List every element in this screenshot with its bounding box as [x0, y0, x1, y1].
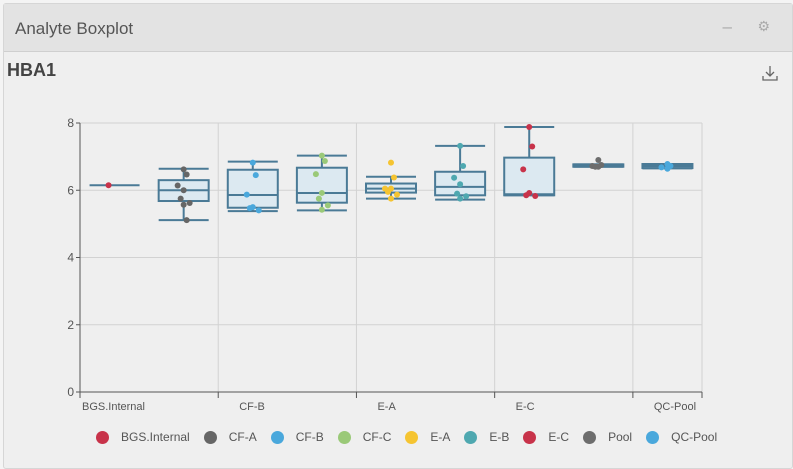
data-point — [255, 207, 262, 214]
data-point — [324, 202, 331, 209]
legend-item[interactable]: CF-B — [270, 430, 324, 444]
data-point — [249, 159, 256, 166]
data-point — [312, 171, 319, 178]
legend-item[interactable]: QC-Pool — [646, 430, 717, 444]
chart-title: HBA1 — [7, 60, 57, 80]
legend-item[interactable]: CF-C — [337, 430, 392, 444]
data-point — [186, 200, 193, 207]
legend-item[interactable]: E-C — [523, 430, 569, 444]
data-point — [183, 217, 190, 224]
legend-item[interactable]: E-B — [464, 430, 509, 444]
x-tick-label: QC-Pool — [654, 401, 696, 413]
x-tick-label: E-A — [377, 401, 396, 413]
data-point — [388, 195, 394, 202]
legend-marker — [270, 430, 284, 444]
y-tick-label: 0 — [67, 385, 74, 399]
panel-title: Analyte Boxplot — [15, 19, 134, 38]
x-tick-label: BGS.Internal — [82, 401, 145, 413]
legend-item[interactable]: BGS.Internal — [96, 430, 190, 444]
box — [295, 166, 348, 204]
data-point — [526, 124, 533, 131]
data-point — [388, 159, 394, 166]
legend-label: QC-Pool — [671, 430, 718, 444]
download-icon[interactable] — [761, 64, 779, 82]
x-tick-label: E-C — [516, 401, 535, 413]
minus-icon[interactable]: – — [722, 17, 732, 36]
gears-icon[interactable]: ⚙ — [757, 18, 770, 34]
data-point — [183, 171, 190, 178]
panel-header: Analyte Boxplot – ⚙ — [4, 4, 792, 52]
data-point — [529, 143, 536, 150]
legend-marker — [646, 430, 660, 444]
data-point — [532, 192, 539, 199]
legend-item[interactable]: Pool — [583, 430, 632, 444]
legend-marker — [337, 430, 351, 444]
legend-label: BGS.Internal — [121, 430, 190, 444]
legend-label: E-B — [489, 430, 510, 444]
y-tick-label: 6 — [67, 183, 74, 197]
box — [503, 156, 556, 197]
data-point — [520, 166, 527, 173]
data-point — [391, 174, 397, 181]
data-point — [252, 172, 259, 179]
legend-marker — [523, 430, 537, 444]
data-point — [457, 195, 464, 202]
data-point — [385, 188, 391, 195]
chart-legend: BGS.Internal CF-A CF-B CF-C E-A E-B E-C Pool QC-… — [96, 430, 731, 444]
legend-label: Pool — [608, 430, 633, 444]
data-point — [460, 163, 467, 170]
legend-item[interactable]: E-A — [405, 430, 450, 444]
data-point — [463, 193, 470, 200]
data-point — [315, 195, 322, 202]
data-point — [592, 163, 599, 170]
y-tick-label: 4 — [67, 251, 74, 265]
legend-marker — [405, 430, 419, 444]
legend-marker — [464, 430, 478, 444]
legend-label: E-C — [548, 430, 570, 444]
data-point — [180, 187, 187, 194]
data-point — [318, 206, 325, 213]
data-point — [321, 157, 328, 164]
data-point — [454, 190, 461, 197]
legend-label: E-A — [430, 430, 451, 444]
data-point — [105, 182, 112, 189]
data-point — [318, 189, 325, 196]
data-point — [451, 174, 458, 181]
analyte-boxplot-panel: Analyte Boxplot – ⚙ — [3, 3, 793, 469]
y-tick-label: 2 — [67, 318, 74, 332]
legend-marker — [203, 430, 217, 444]
data-point — [523, 192, 530, 199]
data-point — [243, 191, 250, 198]
data-point — [177, 195, 184, 202]
data-point — [457, 142, 464, 149]
data-point — [318, 152, 325, 159]
x-tick-label: CF-B — [239, 401, 265, 413]
legend-marker — [583, 430, 597, 444]
y-tick-label: 8 — [67, 116, 74, 130]
data-point — [394, 191, 400, 198]
data-point — [180, 201, 187, 208]
data-point — [664, 165, 671, 172]
legend-marker — [96, 430, 109, 444]
data-point — [174, 182, 181, 189]
data-point — [595, 156, 602, 163]
legend-label: CF-C — [362, 430, 392, 444]
legend-item[interactable]: CF-A — [203, 430, 257, 444]
legend-label: CF-A — [228, 430, 257, 444]
data-point — [457, 181, 464, 188]
data-point — [658, 164, 665, 171]
data-point — [246, 205, 253, 212]
data-point — [180, 166, 187, 173]
legend-label: CF-B — [295, 430, 324, 444]
box — [226, 168, 279, 209]
